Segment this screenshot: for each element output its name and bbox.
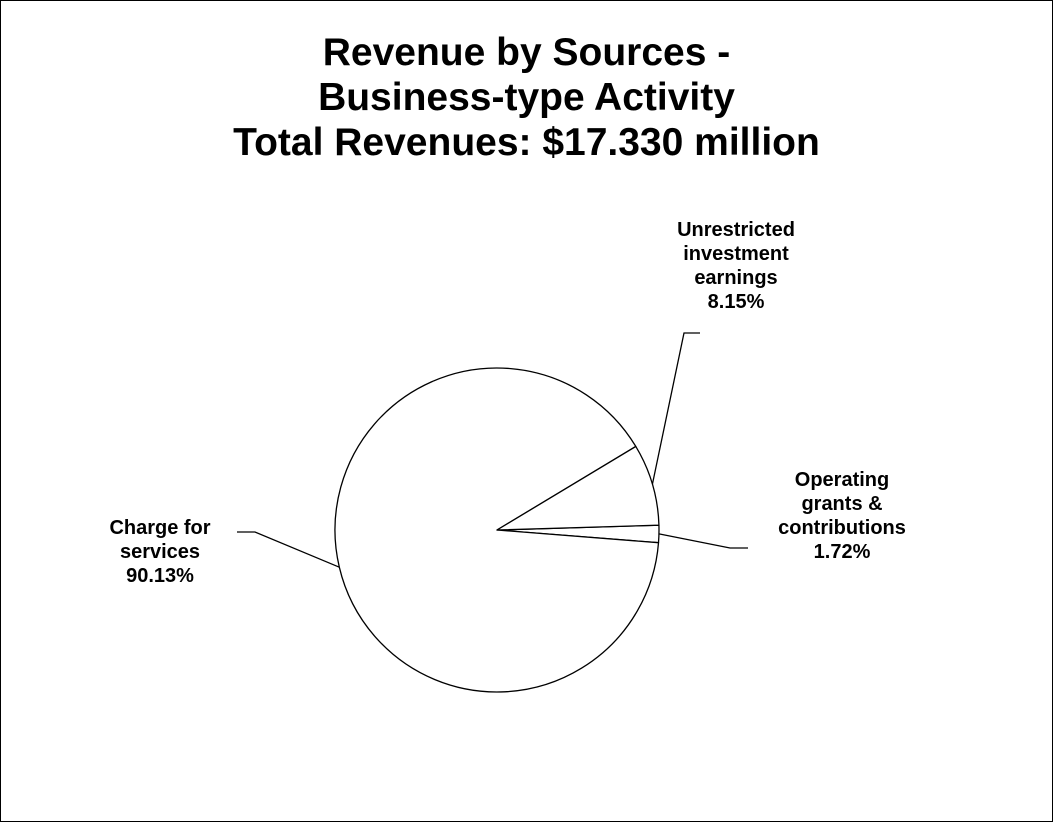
slice-label-charge-for-services: Charge for services 90.13% (70, 516, 250, 588)
label-line: contributions (778, 517, 906, 539)
label-line: services (119, 541, 201, 563)
slice-label-operating-grants-contributions: Operating grants & contributions 1.72% (742, 468, 942, 564)
title-line-3: Total Revenues: $17.330 million (233, 121, 820, 164)
chart-title: Revenue by Sources - Business-type Activ… (0, 30, 1053, 165)
leader-line-unrestricted-investment-earnings (651, 332, 700, 485)
label-value: 8.15% (707, 291, 765, 313)
slice-unrestricted-investment-earnings (496, 445, 660, 531)
label-line: grants & (801, 493, 883, 515)
title-line-2: Business-type Activity (318, 76, 735, 119)
leader-line-charge-for-services (237, 531, 340, 568)
label-value: 1.72% (813, 541, 871, 563)
label-value: 90.13% (126, 565, 194, 587)
label-line: investment (683, 243, 789, 265)
slice-label-unrestricted-investment-earnings: Unrestricted investment earnings 8.15% (638, 218, 834, 314)
label-line: Charge for (109, 517, 211, 539)
leader-line-operating-grants-contributions (658, 533, 748, 549)
label-line: earnings (694, 267, 778, 289)
label-line: Unrestricted (677, 219, 795, 241)
title-line-1: Revenue by Sources - (322, 31, 731, 74)
label-line: Operating (794, 469, 890, 491)
